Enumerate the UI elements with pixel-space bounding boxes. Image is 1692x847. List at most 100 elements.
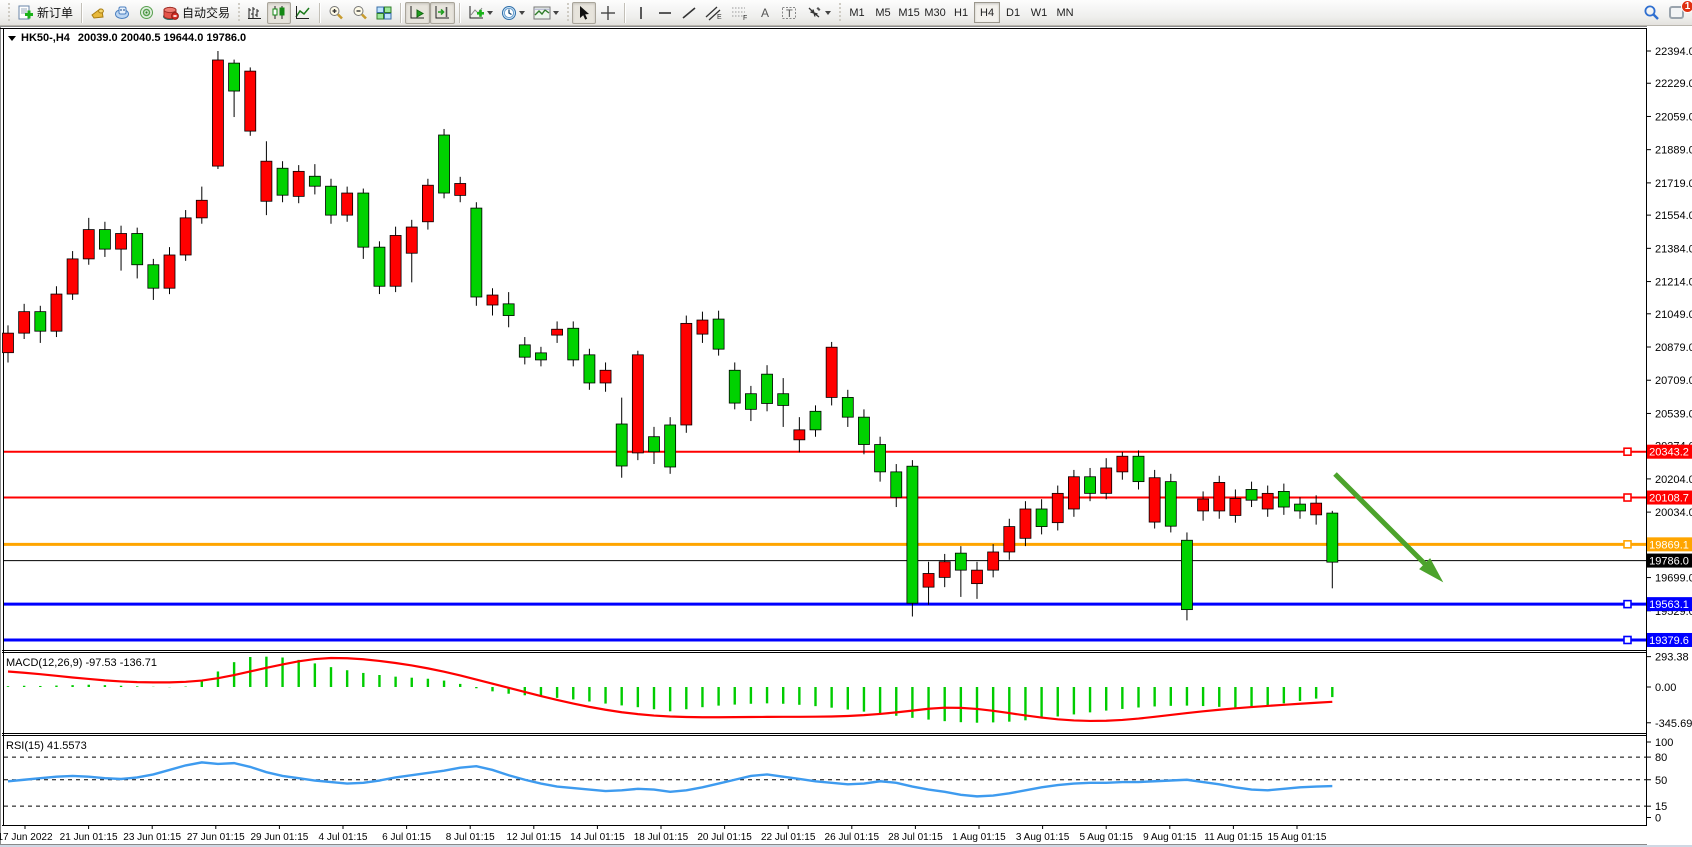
line-chart-mode-button[interactable] bbox=[291, 2, 315, 24]
cursor-tool-button[interactable] bbox=[572, 1, 597, 24]
symbol-dropdown-icon[interactable] bbox=[8, 35, 16, 41]
tf-mn-button[interactable]: MN bbox=[1056, 6, 1074, 19]
indicators-icon bbox=[469, 6, 485, 19]
candlestick-mode-button[interactable] bbox=[267, 1, 292, 24]
tf-m5-button[interactable]: M5 bbox=[875, 6, 891, 19]
svg-text:26 Jul 01:15: 26 Jul 01:15 bbox=[825, 832, 880, 843]
indicators-dropdown-caret bbox=[487, 10, 494, 15]
toolbar-grip[interactable] bbox=[6, 2, 11, 23]
svg-text:19563.1: 19563.1 bbox=[1649, 599, 1689, 611]
rsi-axis-labels: 100 80 50 150 bbox=[1646, 737, 1673, 825]
text-label-tool-button[interactable]: T bbox=[777, 2, 802, 24]
horizontal-line-tool-button[interactable] bbox=[653, 2, 677, 24]
svg-text:20108.7: 20108.7 bbox=[1649, 493, 1689, 505]
notification-count-badge: 1 bbox=[1681, 0, 1692, 13]
toolbar-separator bbox=[81, 2, 83, 23]
crosshair-tool-button[interactable] bbox=[596, 2, 620, 24]
macd-signal-line bbox=[7, 656, 1333, 723]
svg-text:21214.0: 21214.0 bbox=[1655, 277, 1692, 289]
pane-borders bbox=[0, 26, 1692, 845]
candlestick-icon bbox=[272, 6, 285, 19]
chart-shift-icon bbox=[435, 6, 450, 19]
chart-canvas[interactable]: 22394.0 22229.0 22059.0 21889.0 21719.0 21554… bbox=[0, 26, 1692, 847]
svg-text:15: 15 bbox=[1655, 801, 1667, 813]
svg-text:E: E bbox=[717, 14, 722, 21]
svg-text:20539.0: 20539.0 bbox=[1655, 408, 1692, 420]
svg-text:22394.0: 22394.0 bbox=[1655, 46, 1692, 58]
zoom-out-button[interactable] bbox=[348, 2, 372, 24]
text-tool-button[interactable]: A bbox=[753, 2, 777, 24]
templates-button[interactable] bbox=[529, 2, 563, 24]
chart-title: HK50-,H4 20039.0 20040.5 19644.0 19786.0 bbox=[8, 32, 246, 44]
svg-text:22 Jul 01:15: 22 Jul 01:15 bbox=[761, 832, 816, 843]
tf-h1-button[interactable]: H1 bbox=[954, 6, 969, 19]
svg-text:20343.2: 20343.2 bbox=[1649, 447, 1689, 459]
autotrading-button[interactable]: 自动交易 bbox=[158, 2, 234, 24]
indicators-button[interactable] bbox=[464, 2, 497, 24]
svg-text:19869.1: 19869.1 bbox=[1649, 539, 1689, 551]
price-line-labels: 20343.2 20108.7 19869.1 19786.0 19563.1 19379… bbox=[1647, 444, 1692, 647]
tf-m1-button[interactable]: M1 bbox=[849, 6, 865, 19]
tile-windows-button[interactable] bbox=[372, 2, 396, 24]
vertical-line-tool-button[interactable] bbox=[629, 2, 653, 24]
vertical-line-icon bbox=[640, 6, 642, 19]
autotrading-icon bbox=[163, 6, 179, 20]
search-icon bbox=[1644, 5, 1659, 20]
new-order-button[interactable]: 新订单 bbox=[13, 2, 77, 24]
svg-text:20 Jul 01:15: 20 Jul 01:15 bbox=[697, 832, 752, 843]
toolbar-separator bbox=[319, 2, 321, 23]
toolbar-grip[interactable] bbox=[236, 2, 242, 23]
channel-tool-button[interactable]: E bbox=[701, 2, 727, 24]
search-button[interactable] bbox=[1639, 2, 1664, 24]
svg-text:28 Jul 01:15: 28 Jul 01:15 bbox=[888, 832, 943, 843]
price-axis-area bbox=[1647, 26, 1692, 847]
toolbar-grip[interactable] bbox=[565, 2, 571, 23]
market-watch-button[interactable] bbox=[86, 2, 110, 24]
svg-text:17 Jun 2022: 17 Jun 2022 bbox=[0, 832, 53, 843]
tf-d1-button[interactable]: D1 bbox=[1006, 6, 1021, 19]
horizontal-level-lines bbox=[4, 450, 1646, 642]
bar-chart-mode-button[interactable] bbox=[243, 2, 267, 24]
svg-text:19379.6: 19379.6 bbox=[1649, 635, 1689, 647]
periods-button[interactable] bbox=[497, 2, 529, 24]
expert-advisor-button[interactable] bbox=[110, 2, 134, 24]
macd-indicator-label: MACD(12,26,9) -97.53 -136.71 bbox=[6, 657, 158, 669]
toolbar-grip[interactable] bbox=[837, 2, 843, 23]
toolbar-separator bbox=[624, 2, 626, 23]
svg-text:21384.0: 21384.0 bbox=[1655, 243, 1692, 255]
connection-button[interactable] bbox=[134, 2, 158, 24]
trendline-tool-button[interactable] bbox=[677, 2, 701, 24]
line-chart-icon bbox=[295, 6, 310, 19]
svg-text:0: 0 bbox=[1655, 813, 1661, 825]
tf-m15-button[interactable]: M15 bbox=[898, 6, 920, 19]
rsi-level-lines bbox=[4, 756, 1646, 807]
zoom-out-icon bbox=[353, 5, 367, 19]
chart-shift-button[interactable] bbox=[430, 1, 456, 24]
svg-text:50: 50 bbox=[1655, 775, 1667, 787]
gold-horn-icon bbox=[91, 7, 104, 19]
tf-h4-button[interactable]: H4 bbox=[974, 2, 1001, 23]
svg-text:8 Jul 01:15: 8 Jul 01:15 bbox=[446, 832, 495, 843]
equidistant-channel-icon: E bbox=[705, 6, 722, 21]
text-icon: A bbox=[761, 6, 769, 20]
trendline-icon bbox=[682, 6, 696, 19]
auto-scroll-icon bbox=[410, 6, 425, 19]
text-label-icon: T bbox=[782, 6, 797, 20]
arrows-dropdown-caret bbox=[825, 10, 832, 15]
tf-w1-button[interactable]: W1 bbox=[1030, 6, 1048, 19]
arrows-tool-button[interactable] bbox=[802, 2, 835, 24]
periods-dropdown-caret bbox=[519, 10, 526, 15]
tf-m30-button[interactable]: M30 bbox=[924, 6, 946, 19]
fibonacci-tool-button[interactable]: F bbox=[727, 2, 753, 24]
svg-text:12 Jul 01:15: 12 Jul 01:15 bbox=[507, 832, 562, 843]
svg-text:23 Jun 01:15: 23 Jun 01:15 bbox=[123, 832, 181, 843]
arrow-objects-icon bbox=[808, 7, 821, 18]
toolbar-separator bbox=[400, 2, 402, 23]
auto-scroll-button[interactable] bbox=[405, 1, 431, 24]
crosshair-icon bbox=[601, 5, 616, 20]
zoom-in-button[interactable] bbox=[324, 2, 348, 24]
svg-text:21 Jun 01:15: 21 Jun 01:15 bbox=[60, 832, 118, 843]
svg-text:293.38: 293.38 bbox=[1655, 652, 1689, 664]
notifications-button[interactable]: 1 bbox=[1664, 0, 1692, 24]
line-edit-handles bbox=[1623, 447, 1632, 645]
